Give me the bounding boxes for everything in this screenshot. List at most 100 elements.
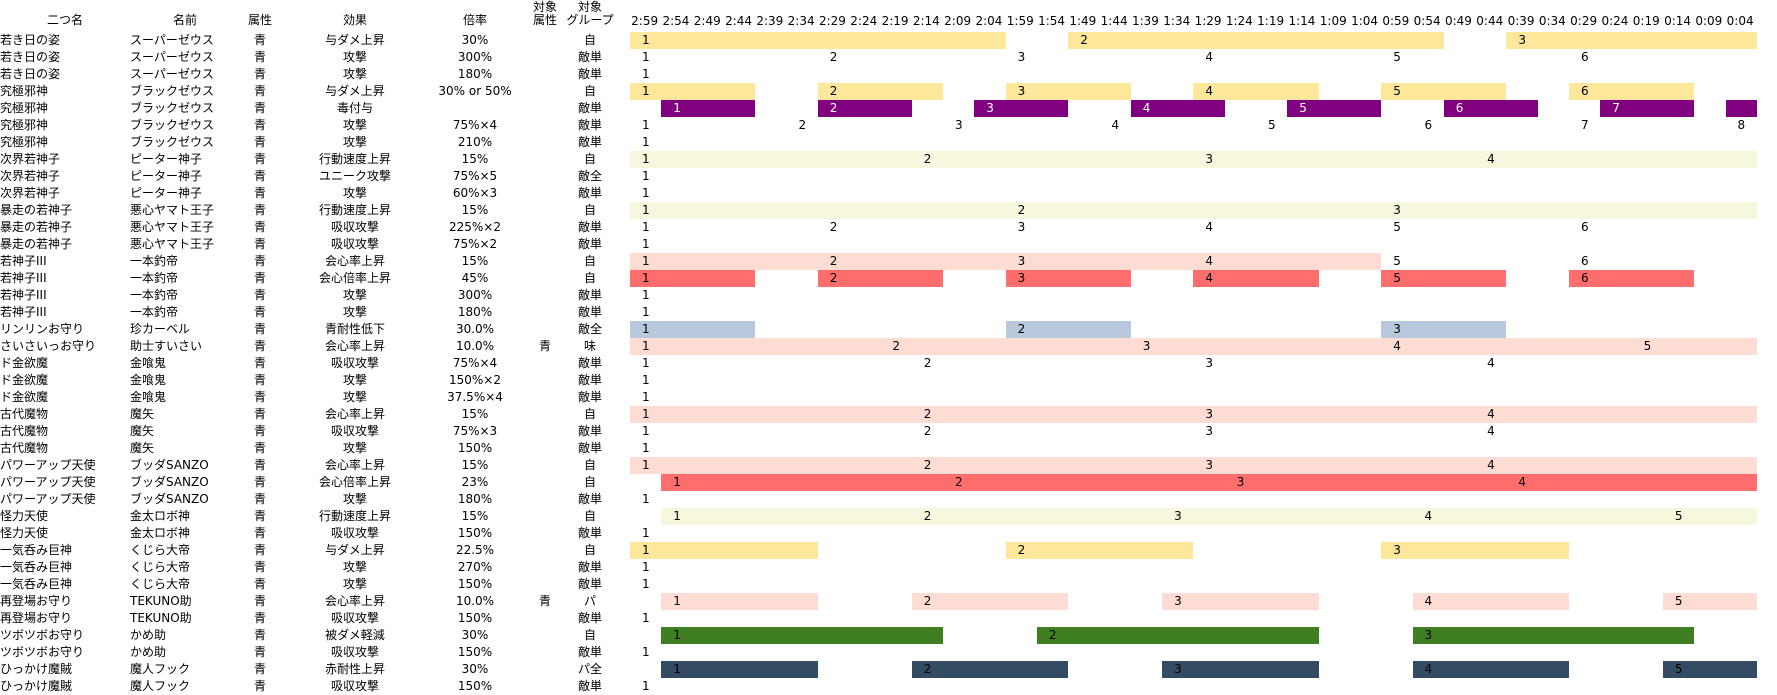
cell-effect: 与ダメ上昇 [325, 84, 385, 98]
activation-count: 2 [829, 254, 838, 268]
cell-group: 自 [583, 33, 596, 47]
activation-count: 4 [1424, 662, 1433, 676]
table-row: 古代魔物 魔矢 青 会心率上昇 15% 自 1 2 3 4 [0, 406, 1777, 423]
effect-duration-bar [1162, 593, 1319, 610]
header-target-group: 対象 グループ [560, 1, 620, 27]
cell-name: スーパーゼウス [130, 67, 214, 81]
table-row: 怪力天使 金太ロボ神 青 吸収攻撃 150% 敵単 1 [0, 525, 1777, 542]
table-row: 一気呑み巨神 くじら大帝 青 与ダメ上昇 22.5% 自 1 2 3 [0, 542, 1777, 559]
activation-count: 2 [829, 271, 838, 285]
cell-effect: 攻撃 [342, 441, 367, 455]
cell-attr: 青 [253, 322, 266, 336]
cell-effect: 攻撃 [342, 135, 367, 149]
activation-count: 1 [642, 305, 650, 319]
activation-count: 1 [673, 628, 681, 642]
cell-rate: 30% or 50% [438, 84, 512, 98]
time-tick: 0:49 [1444, 14, 1472, 28]
cell-attr: 青 [253, 458, 266, 472]
cell-attr: 青 [253, 101, 266, 115]
activation-count: 2 [923, 356, 932, 370]
cell-target-attr [530, 406, 560, 423]
activation-count: 1 [642, 611, 650, 625]
cell-group: 自 [583, 271, 596, 285]
cell-kana: 古代魔物 [0, 441, 49, 455]
cell-effect: 与ダメ上昇 [325, 543, 385, 557]
cell-effect: 攻撃 [342, 305, 367, 319]
cell-target-attr [530, 372, 560, 389]
cell-target-attr [530, 168, 560, 185]
effect-duration-bar [661, 474, 1757, 491]
activation-count: 5 [1393, 254, 1401, 268]
effect-duration-bar [630, 253, 1382, 270]
cell-name: 金喰鬼 [130, 390, 167, 404]
table-row: 古代魔物 魔矢 青 攻撃 150% 敵単 1 [0, 440, 1777, 457]
cell-kana: 再登場お守り [0, 611, 73, 625]
cell-kana: ド金欲魔 [0, 390, 49, 404]
cell-target-attr [530, 185, 560, 202]
activation-count: 2 [1017, 543, 1026, 557]
cell-target-attr [530, 151, 560, 168]
table-row: リンリンお守り 珍カーベル 青 青耐性低下 30.0% 敵全 1 2 3 [0, 321, 1777, 338]
cell-attr: 青 [253, 611, 266, 625]
cell-kana: 若神子III [0, 305, 47, 319]
effect-duration-bar [1193, 270, 1319, 287]
cell-name: 悪心ヤマト王子 [130, 237, 215, 251]
activation-count: 1 [642, 169, 650, 183]
cell-name: かめ助 [130, 628, 167, 642]
cell-attr: 青 [253, 492, 266, 506]
header-target-group-line1: 対象 [577, 0, 602, 14]
table-row: ツボツボお守り かめ助 青 被ダメ軽減 30% 自 1 2 3 [0, 627, 1777, 644]
cell-name: 悪心ヤマト王子 [130, 203, 215, 217]
time-tick: 0:19 [1632, 14, 1660, 28]
cell-group: 自 [583, 407, 596, 421]
cell-rate: 10.0% [455, 594, 495, 608]
effect-duration-bar [630, 270, 756, 287]
cell-group: 自 [583, 458, 596, 472]
cell-kana: 一気呑み巨神 [0, 577, 73, 591]
activation-count: 6 [1581, 254, 1589, 268]
table-row: 怪力天使 金太ロボ神 青 行動速度上昇 15% 自 1 2 3 4 5 [0, 508, 1777, 525]
time-tick: 0:54 [1413, 14, 1441, 28]
time-tick: 1:09 [1319, 14, 1347, 28]
cell-kana: 次界若神子 [0, 186, 61, 200]
cell-group: 敵単 [577, 356, 602, 370]
activation-count: 5 [1674, 594, 1683, 608]
activation-count: 1 [642, 679, 650, 693]
activation-count: 2 [798, 118, 807, 132]
activation-count: 5 [1643, 339, 1652, 353]
time-tick: 2:04 [975, 14, 1003, 28]
time-tick: 0:24 [1601, 14, 1629, 28]
cell-rate: 75%×4 [452, 356, 498, 370]
activation-count: 3 [955, 118, 963, 132]
table-row: 再登場お守り TEKUNO助 青 会心率上昇 10.0% 青 パ 1 2 3 4 5 [0, 593, 1777, 610]
cell-name: 悪心ヤマト王子 [130, 220, 215, 234]
table-row: 暴走の若神子 悪心ヤマト王子 青 吸収攻撃 225%×2 敵単 1 2 3 4 5 6 [0, 219, 1777, 236]
cell-rate: 150% [457, 441, 493, 455]
header-target-attr-line1: 対象 [532, 0, 557, 14]
cell-effect: 吸収攻撃 [330, 526, 379, 540]
cell-attr: 青 [253, 305, 266, 319]
cell-target-attr [530, 83, 560, 100]
activation-count: 2 [1017, 203, 1026, 217]
table-row: 再登場お守り TEKUNO助 青 吸収攻撃 150% 敵単 1 [0, 610, 1777, 627]
cell-target-attr [530, 542, 560, 559]
effect-duration-bar [1662, 593, 1757, 610]
activation-count: 3 [1236, 475, 1245, 489]
cell-kana: 暴走の若神子 [0, 220, 73, 234]
time-tick: 0:04 [1726, 14, 1754, 28]
cell-attr: 青 [253, 526, 266, 540]
table-row: 古代魔物 魔矢 青 吸収攻撃 75%×3 敵単 1 2 3 4 [0, 423, 1777, 440]
cell-kana: 究極邪神 [0, 135, 49, 149]
time-tick: 2:19 [881, 14, 909, 28]
cell-target-attr [530, 440, 560, 457]
activation-count: 4 [1205, 271, 1214, 285]
time-tick: 0:44 [1476, 14, 1504, 28]
cell-effect: 会心率上昇 [324, 407, 385, 421]
cell-name: TEKUNO助 [130, 611, 192, 625]
cell-group: 敵単 [577, 645, 602, 659]
cell-target-attr: 青 [538, 339, 551, 353]
effect-duration-bar [1287, 100, 1382, 117]
cell-effect: 会心倍率上昇 [318, 475, 391, 489]
activation-count: 6 [1581, 220, 1589, 234]
